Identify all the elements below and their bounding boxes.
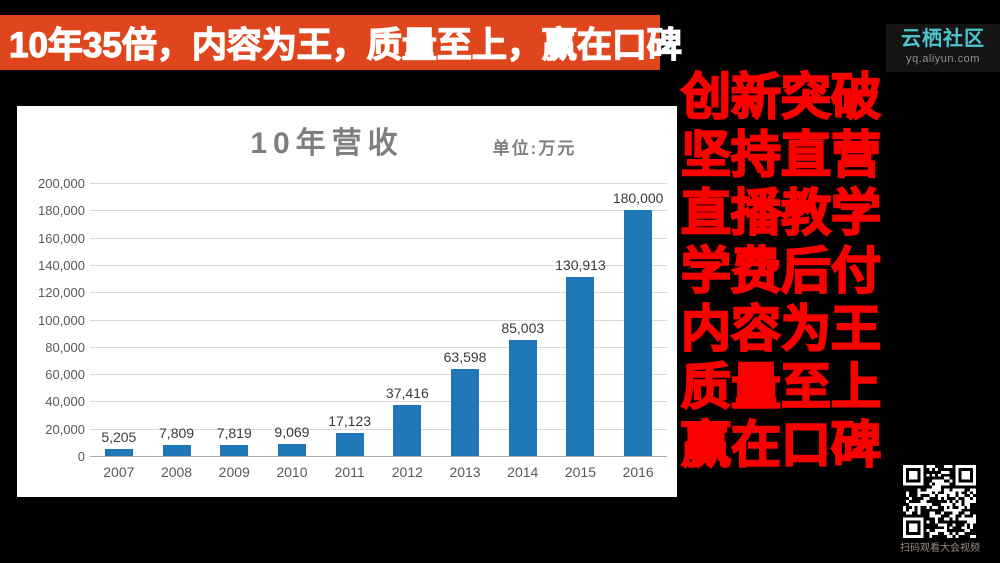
slogan-line: 坚持直营 [680, 126, 882, 184]
chart-panel: 10年营收 单位:万元 0 20,000 40,000 60,000 80,000 100… [17, 106, 677, 497]
slogan-line: 创新突破 [680, 68, 882, 126]
y-axis-label: 160,000 [38, 230, 85, 246]
qr-caption: 扫码观看大会视频 [900, 543, 980, 554]
bar [393, 404, 422, 456]
x-axis-label: 2014 [507, 464, 539, 480]
y-axis-label: 0 [77, 449, 85, 464]
y-axis-label: 40,000 [45, 394, 85, 410]
slogan-line: 赢在口碑 [680, 416, 882, 474]
yunqi-logo: 云栖社区 yq.aliyun.com [886, 24, 1000, 72]
qr-code [903, 465, 976, 538]
gridline [90, 346, 667, 348]
bar [220, 445, 249, 456]
bar-value-label: 5,205 [101, 428, 137, 445]
x-axis-label: 2008 [160, 464, 193, 480]
bar [508, 339, 537, 456]
bar-value-label: 17,123 [328, 412, 372, 429]
x-axis-label: 2013 [449, 464, 481, 480]
gridline [90, 264, 667, 266]
bar [277, 443, 306, 456]
x-axis-label: 2016 [622, 464, 654, 480]
y-axis-label: 120,000 [38, 285, 85, 301]
bar-value-label: 7,819 [216, 425, 252, 442]
bar [104, 448, 133, 456]
gridline [90, 237, 667, 239]
y-axis-label: 20,000 [45, 421, 85, 437]
x-axis-label: 2009 [218, 464, 250, 480]
chart-unit-label: 单位:万元 [492, 139, 577, 158]
x-axis-label: 2011 [334, 464, 365, 480]
bar-value-label: 37,416 [385, 384, 429, 401]
x-axis-label: 2007 [103, 464, 135, 480]
x-axis-label: 2012 [391, 464, 423, 480]
y-axis-label: 100,000 [38, 312, 85, 328]
gridline [90, 428, 667, 430]
slogan-line: 直播教学 [680, 184, 882, 242]
slogan-line: 质量至上 [680, 358, 882, 416]
bar [451, 369, 480, 456]
yunqi-logo-title: 云栖社区 [901, 28, 985, 50]
y-axis-label: 180,000 [38, 203, 85, 219]
slogan-line: 内容为王 [680, 300, 882, 358]
headline-text: 10年35倍，内容为王，质量至上，赢在口碑 [8, 25, 682, 65]
gridline [90, 319, 667, 321]
bar-value-label: 180,000 [612, 190, 664, 207]
gridline [90, 210, 667, 212]
x-axis-label: 2015 [564, 464, 597, 480]
x-axis-label: 2010 [276, 464, 308, 480]
y-axis-label: 140,000 [38, 257, 85, 273]
gridline [90, 183, 667, 184]
bar [566, 277, 595, 456]
bar [335, 432, 364, 456]
bar [162, 445, 191, 456]
gridline [90, 401, 667, 403]
gridline [90, 456, 667, 457]
qr-image [903, 465, 976, 538]
bar-value-label: 7,809 [159, 425, 195, 442]
bar-value-label: 9,069 [274, 423, 310, 440]
y-axis-label: 80,000 [45, 339, 85, 355]
y-axis-label: 200,000 [38, 176, 85, 191]
y-axis-label: 60,000 [45, 367, 85, 383]
chart-title: 10年营收 [250, 127, 404, 160]
bar [624, 210, 653, 456]
slogan-line: 学费后付 [680, 242, 882, 300]
gridline [90, 374, 667, 376]
bar-value-label: 63,598 [443, 349, 487, 366]
headline-banner: 10年35倍，内容为王，质量至上，赢在口碑 [0, 15, 682, 70]
yunqi-logo-url: yq.aliyun.com [906, 53, 980, 65]
gridline [90, 292, 667, 294]
bar-value-label: 130,913 [555, 257, 606, 274]
bar-value-label: 85,003 [501, 319, 545, 336]
slogan: 创新突破 坚持直营 直播教学 学费后付 内容为王 质量至上 赢在口碑 [680, 68, 896, 474]
